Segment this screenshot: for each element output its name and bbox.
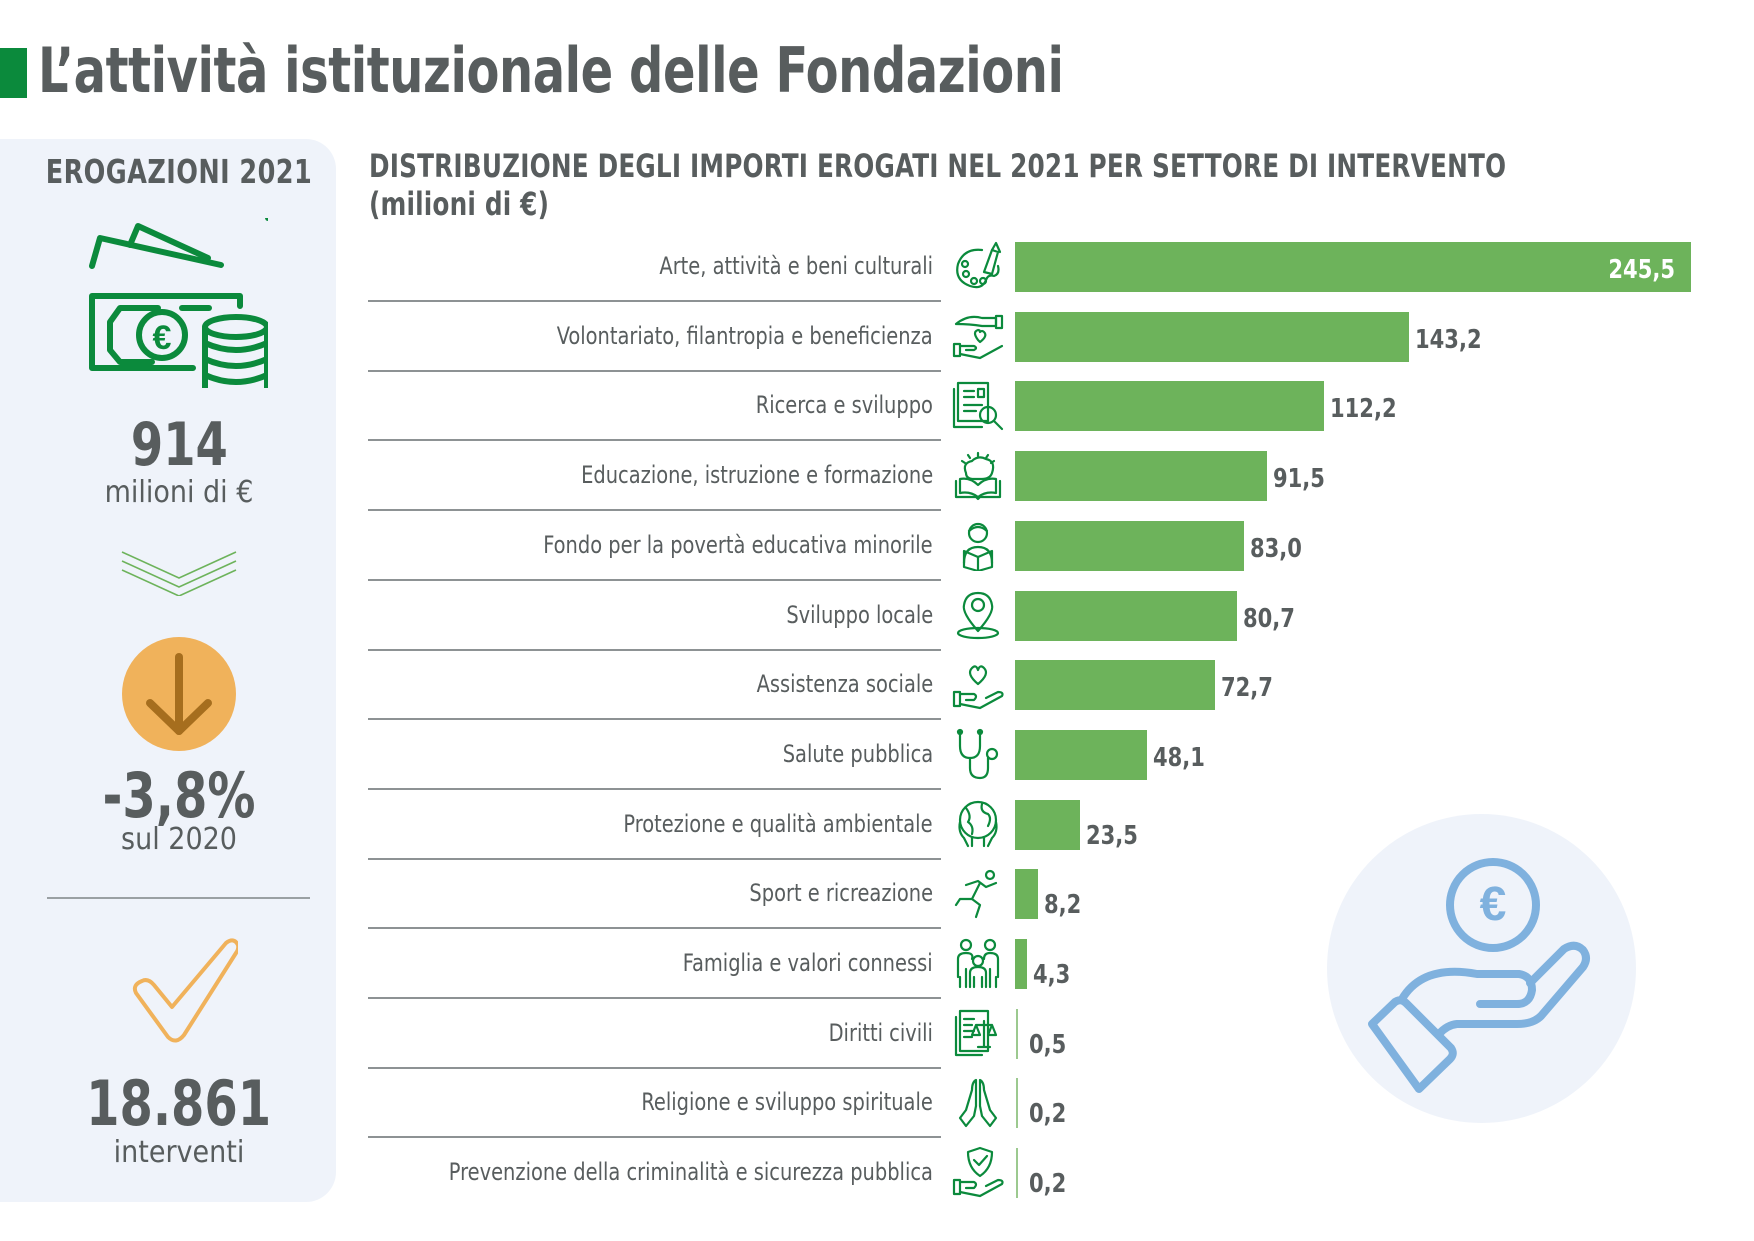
palette-brush-icon xyxy=(956,241,1002,289)
value-label: 0,2 xyxy=(1029,1169,1067,1200)
row-separator xyxy=(368,578,941,581)
banknotes-coins-icon: € xyxy=(89,218,268,388)
chevrons-down-icon xyxy=(121,551,237,596)
category-label: Religione e sviluppo spirituale xyxy=(641,1088,933,1117)
bar xyxy=(1016,1078,1018,1129)
value-label: 83,0 xyxy=(1249,533,1302,564)
category-label: Sviluppo locale xyxy=(786,600,933,629)
total-unit: milioni di € xyxy=(104,475,254,510)
category-label: Ricerca e sviluppo xyxy=(755,391,933,420)
category-label: Sport e ricreazione xyxy=(749,879,933,908)
bar xyxy=(1015,242,1691,292)
row-separator xyxy=(368,300,941,302)
shield-hand-icon xyxy=(952,1146,1004,1198)
category-label: Prevenzione della criminalità e sicurezz… xyxy=(448,1158,933,1187)
bar xyxy=(1015,660,1216,711)
arrow-down-icon xyxy=(146,653,212,735)
family-icon xyxy=(956,938,1000,989)
euro-coin-hand-icon: € xyxy=(1368,858,1590,1093)
category-label: Protezione e qualità ambientale xyxy=(623,809,933,838)
total-value: 914 xyxy=(0,415,358,475)
row-separator xyxy=(368,648,941,651)
svg-text:€: € xyxy=(1480,878,1507,931)
brain-book-icon xyxy=(954,451,1002,501)
bar xyxy=(1016,1008,1018,1059)
row-separator xyxy=(368,718,941,721)
row-separator xyxy=(368,787,941,790)
count-value-text: 18.861 xyxy=(86,1067,272,1140)
value-label: 72,7 xyxy=(1221,673,1274,704)
title-accent-mark xyxy=(0,48,27,98)
category-label: Fondo per la povertà educativa minorile xyxy=(543,530,933,559)
value-label: 245,5 xyxy=(1608,255,1675,285)
chart-title-text: DISTRIBUZIONE DEGLI IMPORTI EROGATI NEL … xyxy=(369,147,1507,185)
row-separator xyxy=(368,1136,941,1139)
praying-hands-icon xyxy=(958,1079,998,1128)
row-separator xyxy=(368,509,941,512)
value-label: 0,5 xyxy=(1029,1029,1067,1060)
bar xyxy=(1016,1148,1018,1199)
count-value: 18.861 xyxy=(0,1073,358,1135)
value-label: 0,2 xyxy=(1029,1099,1067,1130)
value-label: 8,2 xyxy=(1043,890,1081,921)
bar xyxy=(1015,451,1267,502)
svg-text:€: € xyxy=(153,319,172,357)
summary-divider xyxy=(47,897,310,899)
category-label: Famiglia e valori connessi xyxy=(683,949,933,977)
child-reading-icon xyxy=(962,522,994,571)
globe-hands-icon xyxy=(958,800,998,847)
runner-icon xyxy=(954,870,998,919)
bar xyxy=(1015,311,1410,362)
value-label: 4,3 xyxy=(1032,960,1071,990)
checkmark-icon xyxy=(132,938,238,1043)
row-separator xyxy=(368,1066,941,1069)
bar xyxy=(1015,939,1027,989)
row-separator xyxy=(368,857,941,860)
row-separator xyxy=(368,927,941,930)
category-label: Diritti civili xyxy=(828,1018,933,1047)
decoration-circle: € xyxy=(1327,814,1636,1123)
bar xyxy=(1015,799,1080,850)
change-value-text: -3,8% xyxy=(102,759,256,832)
total-value-text: 914 xyxy=(130,410,228,480)
row-separator xyxy=(368,997,941,999)
value-label: 23,5 xyxy=(1085,820,1138,851)
value-label: 143,2 xyxy=(1415,324,1482,355)
bar xyxy=(1015,590,1238,641)
bar xyxy=(1015,520,1244,571)
stethoscope-icon xyxy=(956,728,999,779)
map-pin-icon xyxy=(956,591,1000,639)
row-separator xyxy=(368,439,941,442)
value-label: 112,2 xyxy=(1329,394,1397,425)
page-title: L’attività istituzionale delle Fondazion… xyxy=(38,34,1064,107)
row-separator xyxy=(368,369,941,372)
hands-heart-icon xyxy=(952,314,1004,359)
chart-subtitle: (milioni di €) xyxy=(369,185,550,223)
document-scales-icon xyxy=(954,1009,998,1056)
value-label: 91,5 xyxy=(1272,464,1325,495)
category-label: Volontariato, filantropia e beneficienza xyxy=(557,321,933,350)
summary-heading: EROGAZIONI 2021 xyxy=(0,152,358,191)
category-label: Arte, attività e beni culturali xyxy=(659,252,933,280)
arrow-down-circle-icon xyxy=(122,637,236,751)
chart-title: DISTRIBUZIONE DEGLI IMPORTI EROGATI NEL … xyxy=(369,147,1506,223)
bar xyxy=(1015,869,1038,920)
value-label: 80,7 xyxy=(1243,603,1296,634)
count-label: interventi xyxy=(113,1135,245,1170)
research-document-magnifier-icon xyxy=(952,382,1004,431)
bar xyxy=(1015,729,1148,780)
category-label: Assistenza sociale xyxy=(756,670,933,699)
heart-hand-icon xyxy=(952,665,1004,710)
change-value: -3,8% xyxy=(0,765,358,827)
change-label: sul 2020 xyxy=(121,822,237,857)
category-label: Educazione, istruzione e formazione xyxy=(580,461,933,490)
value-label: 48,1 xyxy=(1153,742,1206,773)
summary-heading-text: EROGAZIONI 2021 xyxy=(45,152,313,191)
category-label: Salute pubblica xyxy=(782,739,933,768)
bar xyxy=(1015,381,1324,432)
